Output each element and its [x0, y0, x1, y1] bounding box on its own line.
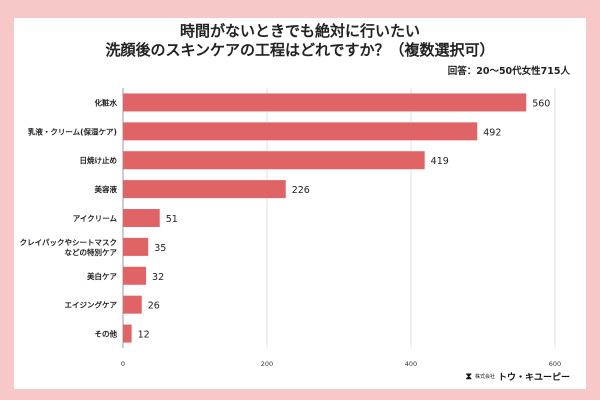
bar: [123, 209, 160, 227]
bar: [123, 151, 425, 170]
bar: [123, 122, 478, 141]
bar: [123, 266, 147, 285]
chart-title-line-1: 時間がないときでも絶対に行いたい: [179, 22, 420, 40]
logo-small-text: 株式会社: [474, 374, 495, 380]
x-tick-label: 200: [261, 360, 273, 368]
bar-value-label: 560: [532, 98, 550, 109]
bar: [123, 295, 142, 314]
bar-value-label: 51: [166, 214, 178, 225]
category-label: その他: [95, 329, 118, 339]
hourglass-icon: ⧗: [465, 371, 472, 382]
bar: [123, 180, 286, 199]
category-label: などの特別ケア: [65, 247, 118, 257]
chart-subtitle: 回答：20〜50代女性715人: [447, 66, 570, 77]
category-label: アイクリーム: [73, 213, 118, 223]
bar: [123, 237, 149, 256]
chart-card: [14, 18, 586, 389]
bar-value-label: 32: [152, 272, 164, 283]
bar-value-label: 492: [483, 127, 501, 138]
x-tick-label: 400: [405, 360, 417, 368]
category-label: 化粧水: [95, 97, 118, 107]
bar-value-label: 12: [138, 330, 150, 341]
category-label: 乳液・クリーム(保湿ケア): [28, 126, 117, 136]
category-label: エイジングケア: [65, 300, 118, 310]
company-logo: ⧗ 株式会社 トウ・キユーピー: [465, 370, 570, 384]
x-tick-label: 0: [121, 360, 125, 368]
category-label: クレイパックやシートマスク: [20, 237, 117, 247]
bar-value-label: 35: [154, 243, 166, 254]
chart-title-line-2: 洗顔後のスキンケアの工程はどれですか？（複数選択可）: [105, 41, 495, 59]
bar-value-label: 226: [292, 185, 310, 196]
category-label: 日焼け止め: [80, 155, 118, 165]
logo-brand-text: トウ・キユーピー: [497, 373, 570, 383]
x-tick-label: 600: [549, 360, 561, 368]
bar-value-label: 419: [431, 156, 449, 167]
category-label: 美白ケア: [87, 271, 117, 281]
category-label: 美容液: [95, 184, 118, 194]
bar: [123, 324, 132, 343]
bar: [123, 93, 527, 112]
bar-value-label: 26: [148, 301, 160, 312]
